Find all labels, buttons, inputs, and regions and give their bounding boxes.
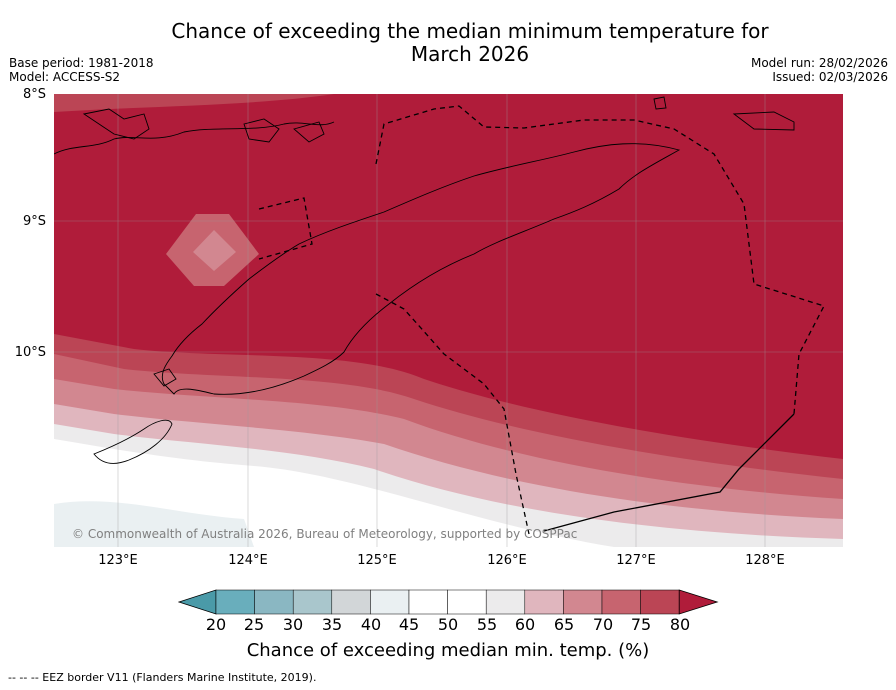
map-title: Chance of exceeding the median minimum t…: [120, 20, 820, 66]
copyright-notice: © Commonwealth of Australia 2026, Bureau…: [72, 527, 578, 541]
cb-tick-20: 20: [205, 615, 227, 634]
cb-tick-75: 75: [630, 615, 652, 634]
colorbar-arrow-high: [678, 589, 719, 615]
colorbar-cells: [178, 589, 719, 615]
lon-label-127e: 127°E: [616, 553, 656, 568]
colorbar-cell: [524, 589, 564, 615]
eez-footnote: -- -- -- EEZ border V11 (Flanders Marine…: [8, 671, 317, 684]
coastlines: [54, 96, 795, 464]
colorbar-cell: [601, 589, 641, 615]
colorbar-cell: [408, 589, 448, 615]
gridlines: [54, 94, 843, 547]
meta-right: Model run: 28/02/2026 Issued: 02/03/2026: [751, 56, 888, 84]
title-line-2: March 2026: [410, 42, 530, 66]
map-panel[interactable]: [54, 94, 843, 547]
cb-tick-60: 60: [514, 615, 536, 634]
anomaly-blob-inner: [193, 230, 236, 271]
colorbar-cell: [331, 589, 371, 615]
band-top-notch: [54, 94, 334, 112]
colorbar-cell: [254, 589, 294, 615]
band-80-plus: [54, 94, 843, 459]
lat-label-8s: 8°S: [22, 87, 46, 102]
lat-label-10s: 10°S: [14, 345, 46, 360]
cb-tick-70: 70: [592, 615, 614, 634]
cb-tick-80: 80: [669, 615, 691, 634]
cb-tick-55: 55: [476, 615, 498, 634]
cb-tick-35: 35: [321, 615, 343, 634]
model-run: Model run: 28/02/2026: [750, 56, 888, 70]
lat-label-9s: 9°S: [22, 214, 46, 229]
colorbar-cell: [215, 589, 255, 615]
colorbar-cell: [292, 589, 333, 615]
lon-label-126e: 126°E: [487, 553, 527, 568]
colorbar: [178, 589, 719, 615]
cb-tick-25: 25: [243, 615, 265, 634]
meta-left: Base period: 1981-2018 Model: ACCESS-S2: [9, 56, 154, 84]
model-name: Model: ACCESS-S2: [9, 70, 121, 84]
lon-label-123e: 123°E: [98, 553, 138, 568]
eez-border-solid: [543, 413, 795, 532]
title-line-1: Chance of exceeding the median minimum t…: [171, 19, 769, 43]
colorbar-title: Chance of exceeding median min. temp. (%…: [246, 640, 650, 661]
lon-label-128e: 128°E: [745, 553, 785, 568]
base-period: Base period: 1981-2018: [9, 56, 154, 70]
colorbar-cell: [640, 589, 680, 615]
eez-border-dashed: [258, 105, 825, 535]
cb-tick-65: 65: [553, 615, 575, 634]
lon-label-124e: 124°E: [228, 553, 268, 568]
cb-tick-45: 45: [398, 615, 420, 634]
colorbar-cell: [447, 589, 487, 615]
cb-tick-30: 30: [282, 615, 304, 634]
colorbar-cell: [485, 589, 526, 615]
colorbar-cell: [370, 589, 410, 615]
issued-date: Issued: 02/03/2026: [772, 70, 888, 84]
colorbar-cell: [563, 589, 603, 615]
cb-tick-50: 50: [437, 615, 459, 634]
band-45: [54, 501, 254, 547]
colorbar-arrow-low: [178, 589, 217, 615]
lon-label-125e: 125°E: [357, 553, 397, 568]
map-svg: [54, 94, 843, 547]
cb-tick-40: 40: [360, 615, 382, 634]
